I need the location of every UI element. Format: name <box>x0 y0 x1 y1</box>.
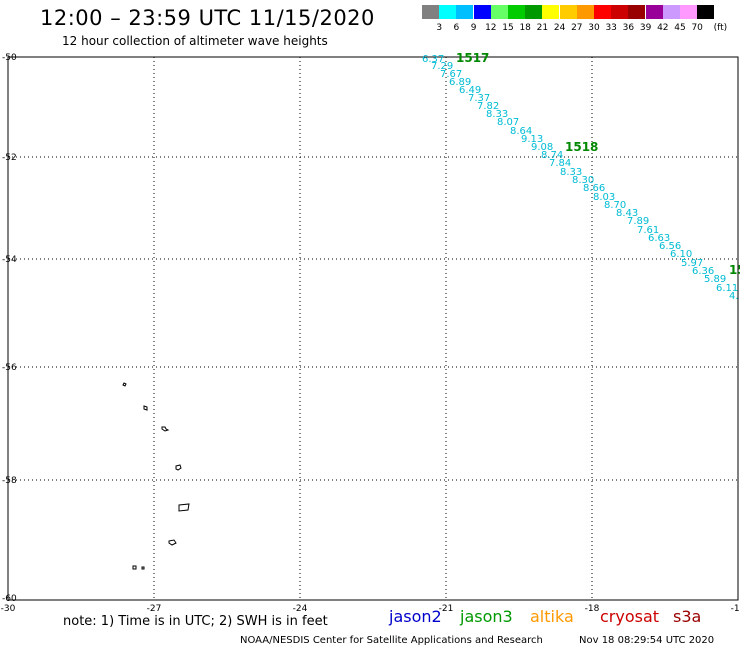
scale-swatch <box>525 5 543 19</box>
wave-height-value: 9.13 <box>521 134 543 145</box>
scale-swatch <box>645 5 663 19</box>
wave-height-value: 8.43 <box>616 208 638 219</box>
chart-title: 12:00 – 23:59 UTC 11/15/2020 <box>40 6 375 30</box>
wave-height-value: 7.67 <box>440 69 462 80</box>
credit-line: NOAA/NESDIS Center for Satellite Applica… <box>240 635 543 646</box>
satellite-label-jason3: jason3 <box>460 607 513 626</box>
wave-height-value: 8.74 <box>541 150 563 161</box>
scale-swatch <box>680 5 697 19</box>
latitude-label: -56 <box>2 363 17 373</box>
scale-label: 6 <box>453 23 460 33</box>
wave-height-value: 6.89 <box>449 77 471 88</box>
scale-swatch <box>559 5 577 19</box>
island-outline <box>143 405 148 411</box>
wave-height-value: 6.36 <box>692 266 714 277</box>
scale-label: 24 <box>553 23 566 33</box>
scale-label: 45 <box>674 23 686 33</box>
wave-height-value: 9.08 <box>531 142 553 153</box>
scale-swatch <box>422 5 439 19</box>
longitude-label: -18 <box>585 604 600 614</box>
wave-height-value: 8.70 <box>604 200 626 211</box>
island-outline <box>178 503 190 512</box>
wave-height-value: 6.49 <box>459 85 481 96</box>
latitude-label: -58 <box>2 476 17 486</box>
scale-swatch <box>662 5 680 19</box>
scale-swatch <box>542 5 560 19</box>
scale-label: 39 <box>639 23 652 33</box>
wave-height-value: 8.30 <box>572 175 594 186</box>
wave-height-value: 5.97 <box>681 258 703 269</box>
pass-number: 1518 <box>565 140 598 154</box>
longitude-label: -27 <box>147 604 162 614</box>
scale-label: 33 <box>605 23 617 33</box>
scale-label: 12 <box>485 23 497 33</box>
latitude-label: -54 <box>2 255 17 265</box>
wave-height-value: 8.03 <box>593 192 615 203</box>
wave-height-value: 7.37 <box>468 93 490 104</box>
wave-height-value: 6.63 <box>648 233 670 244</box>
scale-label: 21 <box>536 23 549 33</box>
map-frame <box>7 56 739 601</box>
latitude-label: -60 <box>2 594 17 604</box>
wave-height-value: 7.84 <box>549 158 571 169</box>
island-outline <box>168 539 177 546</box>
latitude-label: -52 <box>2 153 17 163</box>
scale-swatch <box>439 5 457 19</box>
pass-number: 15 <box>729 263 740 277</box>
scale-label: 42 <box>657 23 669 33</box>
satellite-label-jason2: jason2 <box>389 607 442 626</box>
scale-swatch <box>508 5 525 19</box>
footnote: note: 1) Time is in UTC; 2) SWH is in fe… <box>63 614 328 629</box>
longitude-label: -15 <box>731 604 740 614</box>
pass-number: 1517 <box>456 51 489 65</box>
scale-swatch <box>576 5 594 19</box>
scale-swatch <box>490 5 508 19</box>
latitude-label: -50 <box>2 53 17 63</box>
scale-swatch <box>611 5 629 19</box>
wave-height-value: 6.11 <box>716 283 738 294</box>
scale-label: 30 <box>588 23 600 33</box>
island-outline <box>175 464 182 471</box>
scale-label: 18 <box>519 23 531 33</box>
wave-height-value: 4. <box>729 291 739 302</box>
wave-height-value: 6.56 <box>659 241 681 252</box>
wave-height-value: 8.33 <box>560 167 582 178</box>
wave-height-value: 8.33 <box>486 109 508 120</box>
scale-swatch <box>697 5 715 19</box>
island-outline <box>122 382 127 387</box>
scale-label: 36 <box>622 23 635 33</box>
wave-height-value: 7.82 <box>477 101 499 112</box>
wave-height-value: 7.29 <box>431 61 453 72</box>
satellite-label-altika: altika <box>530 607 574 626</box>
wave-height-value: 8.66 <box>583 183 605 194</box>
scale-label: 27 <box>571 23 583 33</box>
wave-height-value: 7.89 <box>627 216 649 227</box>
scale-swatch <box>628 5 646 19</box>
wave-height-value: 5.89 <box>704 274 726 285</box>
wave-height-value: 8.07 <box>497 117 519 128</box>
longitude-label: -30 <box>1 604 16 614</box>
wave-height-value: 6.10 <box>670 249 692 260</box>
scale-unit: (ft) <box>713 23 728 33</box>
wave-height-value: 6.37 <box>422 54 444 65</box>
satellite-label-cryosat: cryosat <box>600 607 660 626</box>
generation-timestamp: Nov 18 08:29:54 UTC 2020 <box>579 635 715 646</box>
scale-label: 70 <box>691 23 703 33</box>
scale-label: 9 <box>470 23 477 33</box>
scale-label: 3 <box>436 23 443 33</box>
scale-label: 15 <box>502 23 514 33</box>
chart-subtitle: 12 hour collection of altimeter wave hei… <box>62 34 328 48</box>
longitude-label: -24 <box>293 604 308 614</box>
satellite-label-s3a: s3a <box>673 607 702 626</box>
wave-height-value: 8.64 <box>510 126 532 137</box>
scale-swatch <box>456 5 474 19</box>
island-outline <box>132 565 145 570</box>
wave-height-value: 7.61 <box>637 225 659 236</box>
longitude-label: -21 <box>439 604 454 614</box>
scale-swatch <box>594 5 611 19</box>
island-outline <box>161 426 170 432</box>
scale-swatch <box>473 5 491 19</box>
